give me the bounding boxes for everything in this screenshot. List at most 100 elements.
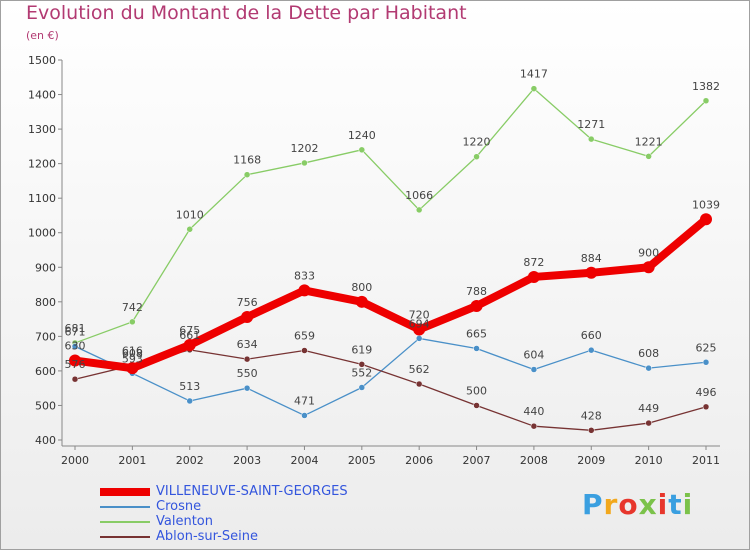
data-point <box>71 375 79 383</box>
chart-title: Evolution du Montant de la Dette par Hab… <box>26 2 467 24</box>
data-point <box>415 335 423 342</box>
data-point <box>700 213 712 226</box>
x-tick-label: 2001 <box>118 454 146 467</box>
data-point <box>126 362 139 375</box>
x-tick-label: 2010 <box>635 454 663 467</box>
data-point <box>702 403 710 411</box>
data-label: 616 <box>122 344 143 357</box>
logo-letter: i <box>657 488 669 521</box>
series-line-3 <box>74 349 707 431</box>
data-label: 833 <box>294 269 315 282</box>
x-tick-label: 2006 <box>405 454 433 467</box>
data-point <box>473 153 480 160</box>
data-label: 604 <box>523 349 544 362</box>
legend-label: VILLENEUVE-SAINT-GEORGES <box>156 484 348 499</box>
data-label: 1271 <box>577 118 605 131</box>
data-label: 800 <box>351 281 372 294</box>
data-label: 1168 <box>233 154 261 167</box>
data-point <box>301 412 308 419</box>
data-label: 552 <box>351 366 372 379</box>
logo-letter: o <box>618 488 639 521</box>
data-point <box>585 266 598 279</box>
data-label: 681 <box>65 322 86 335</box>
y-tick-label: 1300 <box>28 123 56 136</box>
data-point <box>243 355 251 363</box>
data-label: 576 <box>65 358 86 371</box>
data-label: 675 <box>179 324 200 337</box>
x-tick-label: 2004 <box>290 454 318 467</box>
y-tick-label: 600 <box>35 365 56 378</box>
data-label: 449 <box>638 402 659 415</box>
series-line-1 <box>74 337 707 417</box>
data-label: 1240 <box>348 129 376 142</box>
data-point <box>71 343 79 350</box>
y-tick-label: 800 <box>35 296 56 309</box>
data-label: 872 <box>523 256 544 269</box>
data-label: 1417 <box>520 68 548 81</box>
logo-letter: r <box>603 488 619 521</box>
data-label: 630 <box>65 340 86 353</box>
data-point <box>645 364 652 372</box>
data-label: 1202 <box>290 142 318 155</box>
data-point <box>129 318 136 326</box>
data-label: 665 <box>466 327 487 340</box>
chart-subtitle: (en €) <box>26 29 59 42</box>
logo-letter: i <box>682 488 694 521</box>
x-tick-label: 2003 <box>233 454 261 467</box>
y-tick-label: 500 <box>35 399 56 412</box>
data-label: 440 <box>523 405 544 418</box>
logo-letter: P <box>582 488 604 521</box>
proxiti-logo: Proxiti <box>582 488 693 521</box>
data-point <box>588 427 595 434</box>
logo-letter: x <box>638 488 658 521</box>
data-point <box>358 384 366 391</box>
y-tick-label: 1100 <box>28 192 56 205</box>
data-label: 661 <box>179 329 200 342</box>
y-tick-label: 1400 <box>28 89 56 102</box>
data-point <box>588 135 595 143</box>
data-point <box>415 380 423 388</box>
data-point <box>69 354 81 367</box>
data-label: 625 <box>696 341 717 354</box>
y-tick-label: 1200 <box>28 158 56 171</box>
data-point <box>527 270 540 283</box>
data-label: 660 <box>581 329 602 342</box>
x-tick-label: 2007 <box>463 454 491 467</box>
data-point <box>473 402 480 409</box>
data-label: 496 <box>696 386 717 399</box>
data-point <box>645 153 652 160</box>
data-point <box>642 261 655 274</box>
y-tick-label: 700 <box>35 330 56 343</box>
data-point <box>588 346 595 354</box>
data-label: 634 <box>237 338 258 351</box>
y-tick-label: 900 <box>35 261 56 274</box>
data-label: 1066 <box>405 189 433 202</box>
data-point <box>186 226 193 233</box>
data-label: 720 <box>409 308 430 321</box>
data-point <box>183 339 196 351</box>
logo-letter: t <box>668 488 683 521</box>
data-label: 608 <box>638 347 659 360</box>
data-label: 1010 <box>176 208 204 221</box>
data-label: 671 <box>65 325 86 338</box>
series-line-2 <box>74 88 707 344</box>
data-label: 562 <box>409 363 430 376</box>
data-label: 550 <box>237 367 258 380</box>
data-label: 608 <box>122 347 143 360</box>
data-point <box>298 284 311 297</box>
data-label: 900 <box>638 246 659 259</box>
legend-label: Valenton <box>156 514 213 529</box>
data-point <box>530 85 538 92</box>
data-label: 742 <box>122 301 143 314</box>
y-tick-label: 1500 <box>28 54 56 67</box>
data-point <box>530 422 538 430</box>
legend-label: Ablon-sur-Seine <box>156 529 258 544</box>
x-tick-label: 2002 <box>176 454 204 467</box>
data-label: 884 <box>581 252 602 265</box>
x-tick-label: 2011 <box>692 454 720 467</box>
data-point <box>355 295 368 308</box>
legend-swatch <box>100 488 150 496</box>
y-tick-label: 1000 <box>28 227 56 240</box>
data-label: 659 <box>294 330 315 343</box>
